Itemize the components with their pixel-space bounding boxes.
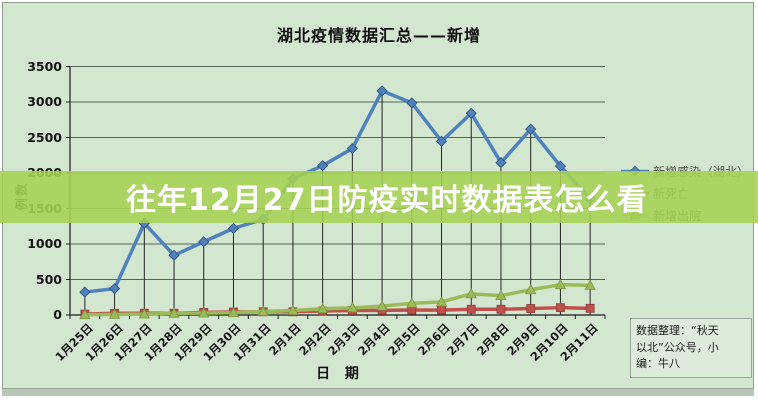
data-point-marker: [466, 304, 476, 314]
data-point-marker: [316, 302, 329, 314]
data-point-marker: [346, 302, 359, 313]
caption-band: 往年12月27日防疫实时数据表怎么看: [0, 171, 758, 223]
y-tick-label: 500: [35, 271, 62, 287]
data-point-marker: [554, 278, 567, 290]
chart-title: 湖北疫情数据汇总——新增: [276, 26, 481, 45]
credit-line: 以北”公众号，小: [636, 340, 719, 354]
data-point-marker: [257, 305, 269, 316]
credit-line: 数据整理：“秋天: [636, 324, 719, 337]
data-point-marker: [287, 304, 299, 315]
data-point-marker: [168, 249, 180, 261]
data-point-marker: [584, 279, 596, 290]
data-point-marker: [79, 286, 91, 298]
y-tick-label: 0: [53, 307, 62, 322]
data-point-marker: [198, 307, 210, 318]
data-point-marker: [138, 308, 150, 319]
series-line: [83, 282, 592, 317]
data-point-marker: [437, 305, 446, 315]
data-point-marker: [406, 297, 418, 308]
data-point-marker: [526, 304, 536, 313]
data-point-marker: [465, 288, 477, 299]
series-line: [83, 89, 592, 294]
data-point-marker: [556, 303, 565, 313]
data-point-marker: [198, 236, 210, 248]
data-point-marker: [168, 307, 180, 318]
data-point-marker: [79, 308, 91, 320]
y-tick-label: 3500: [27, 58, 62, 74]
data-point-marker: [495, 289, 507, 301]
data-point-marker: [585, 303, 595, 313]
panel-bottom-edge: [2, 388, 754, 396]
data-point-marker: [109, 283, 121, 295]
y-tick-label: 3000: [27, 94, 62, 109]
data-point-marker: [496, 304, 506, 314]
y-tick-label: 2500: [27, 129, 62, 145]
data-point-marker: [376, 85, 388, 97]
credit-line: 编：牛八: [636, 357, 680, 370]
data-point-marker: [435, 296, 448, 307]
data-point-marker: [406, 97, 418, 109]
x-axis-title: 日 期: [316, 366, 364, 382]
credit-box: 数据整理：“秋天 以北”公众号，小 编：牛八: [630, 318, 752, 378]
data-point-marker: [227, 306, 240, 318]
data-point-marker: [346, 142, 358, 155]
data-point-marker: [495, 156, 507, 169]
data-point-marker: [227, 222, 240, 234]
data-point-marker: [108, 308, 121, 319]
data-point-marker: [317, 160, 329, 172]
y-tick-label: 1000: [27, 236, 62, 251]
data-point-marker: [465, 107, 477, 119]
data-point-marker: [376, 300, 388, 311]
caption-text: 往年12月27日防疫实时数据表怎么看: [126, 183, 648, 218]
data-point-marker: [525, 283, 537, 295]
data-point-marker: [435, 135, 448, 147]
data-point-marker: [525, 123, 537, 135]
